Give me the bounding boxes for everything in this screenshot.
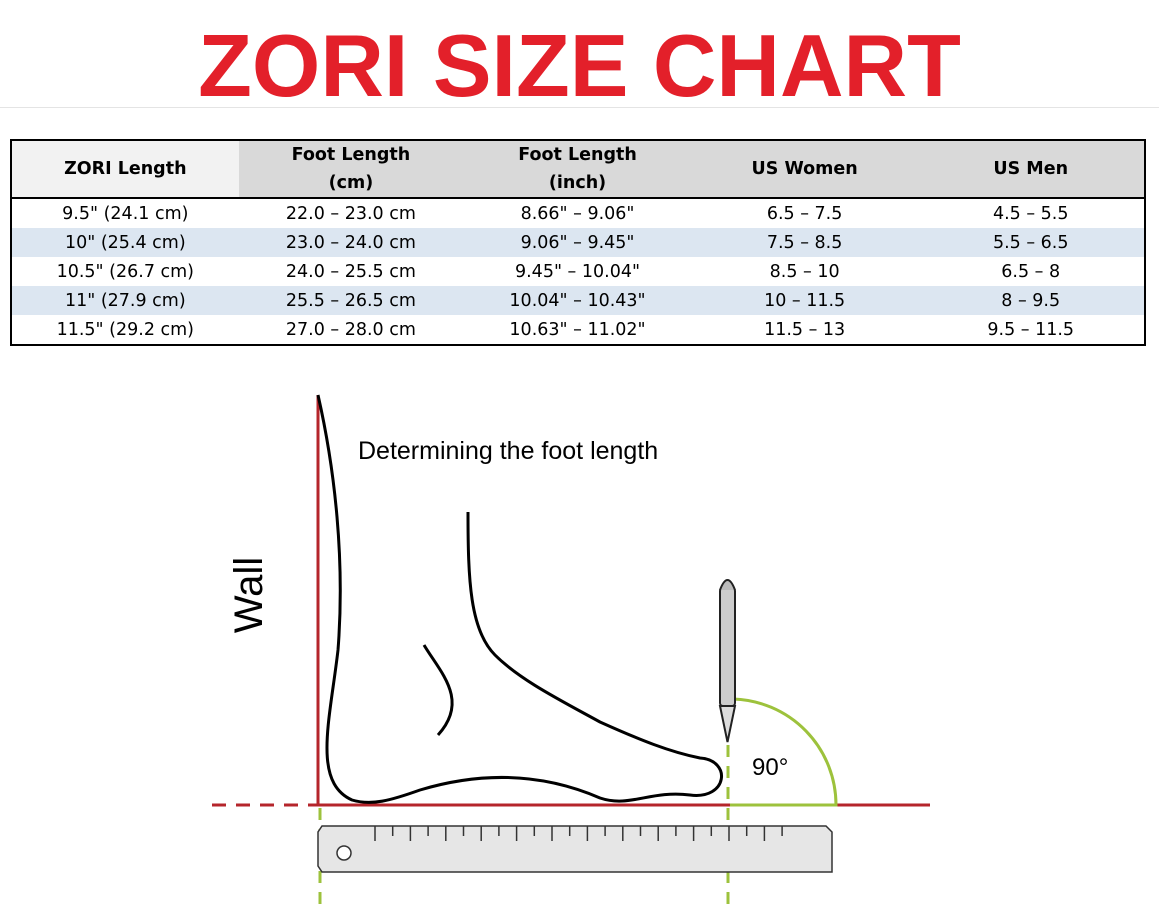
table-cell: 10.63" – 11.02" (509, 319, 646, 340)
table-cell: 9.45" – 10.04" (514, 261, 641, 282)
table-cell: 10" (25.4 cm) (11, 228, 239, 257)
table-cell: 8 – 9.5 (917, 286, 1145, 315)
size-table: ZORI Length Foot Length (cm) Foot Length (in… (10, 139, 1146, 346)
table-cell: 7.5 – 8.5 (691, 228, 918, 257)
table-cell: 9.06" – 9.45" (463, 228, 692, 257)
header-line: ZORI Length (64, 159, 187, 179)
header-line: (cm) (328, 173, 374, 193)
title: ZORI SIZE CHART (198, 16, 961, 115)
table-cell: 10 – 11.5 (691, 286, 918, 315)
table-row: 10.5" (26.7 cm) 24.0 – 25.5 cm 9.45" – 10.… (11, 257, 1145, 286)
header-line: US Women (751, 159, 858, 179)
header-line: US Men (993, 159, 1069, 179)
table-cell: 23.0 – 24.0 cm (238, 228, 464, 257)
table-cell: 9.5 – 11.5 (987, 319, 1075, 340)
table-cell: 5.5 – 6.5 (917, 228, 1145, 257)
angle-label: 90° (752, 754, 788, 781)
table-cell: 27.0 – 28.0 cm (285, 319, 416, 340)
header-line: Foot Length (291, 145, 411, 165)
divider (0, 107, 1159, 108)
table-cell: 9.5" (24.1 cm) (62, 203, 189, 224)
table-cell: 11.5" (29.2 cm) (56, 319, 195, 340)
ankle-line (422, 644, 454, 737)
table-cell: 6.5 – 7.5 (766, 203, 843, 224)
header-line: (inch) (548, 173, 607, 193)
table-cell: 4.5 – 5.5 (992, 203, 1069, 224)
column-header: Foot Length (cm) (238, 140, 464, 199)
table-row: 11.5" (29.2 cm) 27.0 – 28.0 cm 10.63" – 11… (11, 315, 1145, 345)
pencil (718, 579, 737, 743)
table-row: 9.5" (24.1 cm) 22.0 – 23.0 cm 8.66" – 9.06… (11, 198, 1145, 228)
table-cell: 8.66" – 9.06" (520, 203, 635, 224)
foot-outline (316, 394, 723, 804)
table-cell: 24.0 – 25.5 cm (285, 261, 416, 282)
table-row: 11" (27.9 cm) 25.5 – 26.5 cm 10.04" – 10.4… (11, 286, 1145, 315)
column-header: US Men (917, 140, 1145, 199)
header-row: ZORI Length Foot Length (cm) Foot Length (in… (11, 140, 1145, 199)
ruler (317, 825, 833, 873)
table-cell: 10.04" – 10.43" (463, 286, 692, 315)
column-header: ZORI Length (11, 140, 239, 199)
header-line: Foot Length (518, 145, 637, 165)
wall-label: Wall (227, 557, 271, 633)
table-cell: 6.5 – 8 (1001, 261, 1061, 282)
caption: Determining the foot length (358, 437, 658, 465)
column-header: Foot Length (inch) (463, 140, 692, 199)
table-cell: 8.5 – 10 (769, 261, 840, 282)
table-cell: 22.0 – 23.0 cm (285, 203, 416, 224)
table-row: 10" (25.4 cm) 23.0 – 24.0 cm 9.06" – 9.45"… (11, 228, 1145, 257)
table-cell: 10.5" (26.7 cm) (56, 261, 195, 282)
table-cell: 11" (27.9 cm) (11, 286, 239, 315)
table-cell: 11.5 – 13 (764, 319, 846, 340)
angle-arc (730, 697, 838, 807)
table-cell: 25.5 – 26.5 cm (238, 286, 464, 315)
column-header: US Women (691, 140, 918, 199)
